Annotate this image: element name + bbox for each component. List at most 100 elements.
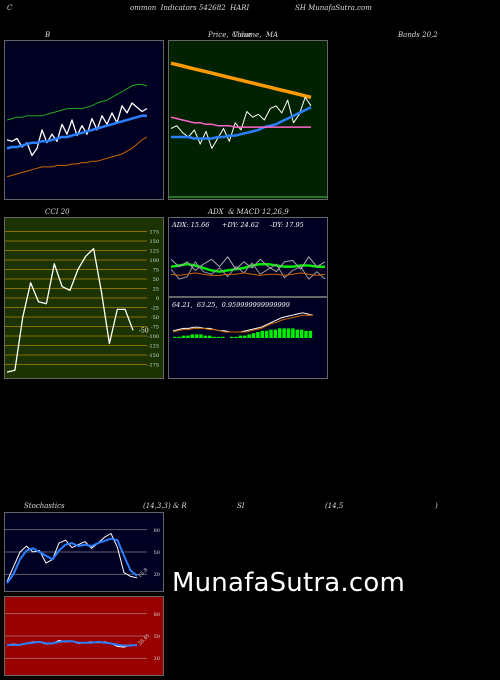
price-series-1 (170, 96, 312, 149)
cci-tick-label: 150 (149, 239, 159, 245)
header-site: SH MunafaSutra.com (295, 4, 372, 12)
macd-values: 64.21, 63.25, 0.959999999999999 (172, 301, 290, 309)
cci-tick-label: -25 (151, 306, 159, 312)
macd-hist-bar-11 (221, 336, 225, 338)
cci-panel: 175 150 125 100 75 50 25 0 -25 -50 -75 -100 -125 -150… (4, 217, 164, 379)
macd-hist-bar-16 (243, 335, 247, 338)
header-c: C (7, 4, 13, 12)
stoch-panel: 80 50 20 15.8 (4, 512, 164, 592)
cci-tick-label: -125 (148, 344, 159, 350)
macd-hist-bar-24 (278, 328, 282, 338)
macd-hist-bar-18 (251, 333, 256, 338)
macd-hist-bar-7 (203, 335, 208, 338)
rsi-title: SI (237, 502, 245, 510)
macd-hist-bar-17 (247, 334, 251, 338)
cci-tick-label: 100 (149, 258, 159, 264)
bollinger-series-3 (6, 136, 148, 178)
cci-tick-label: 25 (153, 287, 159, 293)
stoch-tick-label: 50 (154, 550, 160, 556)
bollinger-title: B (45, 31, 51, 39)
stoch-title: Stochastics (24, 502, 65, 510)
header-title: ommon Indicators 542682 HARI (130, 4, 250, 12)
macd-hist-bar-13 (229, 336, 234, 338)
macd-hist-bar-26 (286, 328, 291, 338)
macd-hist-bar-2 (181, 335, 186, 338)
macd-value: 64.21 (172, 301, 191, 309)
macd-hist-bar-27 (291, 328, 295, 338)
cci-tick-label: 0 (156, 296, 159, 302)
cci-series-0 (6, 247, 134, 373)
macd-hist-bar-0 (173, 336, 177, 338)
cci-tick-label: -75 (151, 325, 159, 331)
macd-hist-bar-19 (256, 332, 260, 338)
cci-tick-label: 175 (149, 230, 159, 236)
macd-hist-bar-22 (269, 329, 273, 338)
rsi-series-1 (7, 640, 138, 647)
price-series-0 (170, 61, 312, 100)
stoch-tick-label: 80 (154, 528, 160, 534)
stoch-last-label: 15.8 (137, 567, 149, 579)
macd-hist-bar-10 (216, 336, 221, 338)
macd-hist-bar-8 (208, 335, 212, 338)
rsi-tick-label: 50 (154, 634, 160, 640)
cci-tick-label: 50 (153, 277, 159, 283)
macd-hist-bar-5 (194, 334, 199, 338)
cci-title: CCI 20 (45, 208, 70, 216)
macd-hist-bar-29 (299, 329, 304, 338)
macd-hist-bar-15 (238, 335, 243, 338)
bollinger-series-0 (6, 102, 148, 157)
cci-tick-label: 75 (153, 268, 159, 274)
adx-macd-title: ADX & MACD 12,26,9 (208, 208, 289, 216)
rsi-last-label: 38.61 (137, 633, 151, 647)
adx-series-2 (170, 256, 326, 273)
macd-hist-bar-14 (234, 336, 238, 338)
macd-hist-bar-6 (199, 334, 203, 338)
mdi-value: -DY: 17.95 (270, 221, 304, 229)
macd-chart (172, 312, 314, 338)
rsi-panel: 80 50 20 38.61 (4, 596, 164, 676)
rsi-tick-label: 80 (154, 612, 160, 618)
adx-series-0 (170, 262, 325, 273)
macd-hist-bar-9 (212, 336, 216, 338)
rsi-params: (14,5 (325, 502, 344, 510)
bollinger-series-1 (6, 114, 147, 150)
rsi-tick-label: 20 (154, 656, 160, 662)
bollinger-panel (4, 40, 164, 200)
watermark: MunafaSutra.com (172, 568, 406, 598)
macd-hist-bar-30 (304, 330, 308, 338)
macd-hist-bar-20 (260, 330, 264, 338)
adx-panel: ADX: 15.66 +DY: 24.62 -DY: 17.95 (168, 217, 328, 297)
adx-chart (170, 256, 326, 280)
macd-hist-bar-23 (273, 329, 278, 338)
cci-tick-label: -100 (148, 334, 159, 340)
price-series-3 (170, 116, 311, 128)
signal-value: 63.25 (196, 301, 216, 309)
bollinger-series-2 (6, 84, 148, 121)
stoch-tick-label: 20 (154, 572, 160, 578)
cci-chart: 1751501251007550250-25-50-75-100-125-150… (5, 230, 159, 373)
macd-hist-bar-1 (177, 336, 181, 338)
macd-panel: 64.21, 63.25, 0.959999999999999 (168, 297, 328, 379)
macd-hist-bar-31 (308, 330, 313, 338)
cci-tick-label: -175 (148, 363, 159, 369)
bollinger-chart (6, 84, 148, 178)
hist-value: 0.959999999999999 (221, 301, 290, 309)
macd-hist-bar-21 (264, 330, 269, 338)
cci-tick-label: 125 (149, 249, 159, 255)
stoch-params: (14,3,3) & R (143, 502, 187, 510)
stoch-series-0 (6, 533, 138, 582)
rsi-close-paren: ) (435, 502, 438, 510)
macd-series-1 (172, 314, 313, 333)
price-title: Price, Volume, MA (208, 31, 279, 39)
stoch-series-1 (6, 537, 138, 584)
adx-value: ADX: 15.66 (172, 221, 210, 229)
macd-series-0 (172, 312, 314, 333)
stoch-chart: 80 50 20 15.8 (5, 528, 160, 584)
macd-hist-bar-4 (190, 334, 194, 338)
bands-title: Bands 20,2 (398, 31, 438, 39)
price-series-2 (171, 106, 312, 140)
pdi-value: +DY: 24.62 (222, 221, 260, 229)
adx-series-3 (170, 272, 326, 276)
cci-last-label: -50 (139, 327, 149, 334)
macd-hist-bar-3 (186, 335, 190, 338)
